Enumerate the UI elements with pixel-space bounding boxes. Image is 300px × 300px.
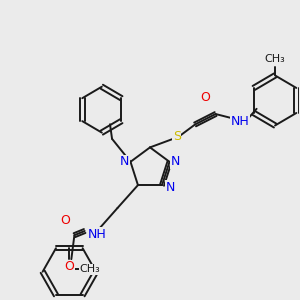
Text: CH₃: CH₃ (80, 264, 100, 274)
Text: CH₃: CH₃ (265, 54, 285, 64)
Text: S: S (172, 130, 181, 143)
Text: NH: NH (231, 115, 250, 128)
Text: O: O (64, 260, 74, 274)
Text: NH: NH (88, 228, 106, 241)
Text: O: O (60, 214, 70, 227)
Text: N: N (166, 181, 175, 194)
Text: O: O (200, 91, 210, 104)
Text: N: N (171, 155, 180, 168)
Text: N: N (120, 155, 129, 168)
